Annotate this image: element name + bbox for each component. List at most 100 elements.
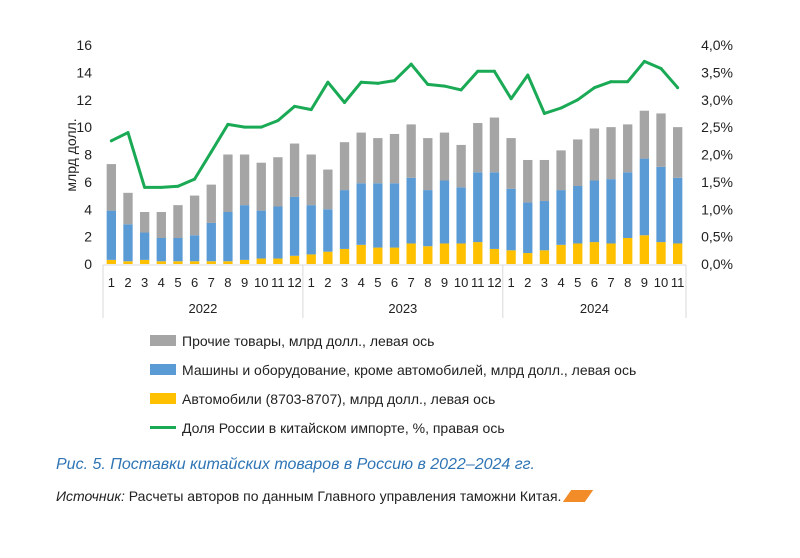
bar-segment-other xyxy=(639,110,650,159)
bar-segment-cars xyxy=(673,243,683,264)
legend-label-machinery: Машины и оборудование, кроме автомобилей… xyxy=(182,361,637,378)
bar-segment-other xyxy=(523,159,533,203)
y-right-tick-label: 4,0% xyxy=(701,37,733,53)
year-label: 2024 xyxy=(580,301,609,316)
bar-segment-other xyxy=(256,162,266,211)
legend-item-share: Доля России в китайском импорте, %, прав… xyxy=(150,413,636,442)
share-point xyxy=(243,125,247,129)
y-right-tick-label: 0,0% xyxy=(701,256,733,272)
x-tick-label: 2 xyxy=(324,275,331,290)
year-label: 2022 xyxy=(188,301,217,316)
bar-segment-cars xyxy=(173,261,183,264)
bar-segment-machinery xyxy=(223,211,233,262)
share-point xyxy=(409,62,413,66)
bar-segment-other xyxy=(273,157,283,207)
bar-segment-other xyxy=(156,211,166,238)
bar-segment-other xyxy=(556,150,566,191)
bar-segment-cars xyxy=(573,243,583,264)
bar-segment-cars xyxy=(139,259,150,264)
x-tick-label: 12 xyxy=(487,275,501,290)
bar-segment-other xyxy=(173,205,183,238)
share-point xyxy=(642,59,646,63)
y-left-tick-label: 6 xyxy=(84,174,92,190)
bar-segment-machinery xyxy=(656,166,666,243)
x-tick-label: 10 xyxy=(454,275,468,290)
bar-segment-machinery xyxy=(373,183,383,248)
bar-segment-machinery xyxy=(623,172,633,238)
x-tick-label: 9 xyxy=(441,275,448,290)
bar-segment-machinery xyxy=(606,179,616,244)
share-point xyxy=(609,80,613,84)
bar-segment-other xyxy=(373,138,383,184)
bar-segment-cars xyxy=(456,243,466,264)
legend-swatch-cars xyxy=(150,393,176,404)
bar-segment-other xyxy=(206,184,216,223)
bar-segment-machinery xyxy=(673,177,683,244)
x-tick-label: 1 xyxy=(108,275,115,290)
figure-caption: Рис. 5. Поставки китайских товаров в Рос… xyxy=(56,456,535,473)
x-tick-label: 6 xyxy=(591,275,598,290)
legend-swatch-other xyxy=(150,335,176,346)
share-point xyxy=(459,88,463,92)
bar-segment-machinery xyxy=(406,177,416,244)
y-left-tick-label: 0 xyxy=(84,256,92,272)
bar-segment-other xyxy=(656,113,666,167)
x-tick-label: 8 xyxy=(224,275,231,290)
x-tick-label: 5 xyxy=(174,275,181,290)
bar-segment-cars xyxy=(239,259,250,264)
bar-segment-cars xyxy=(556,244,566,264)
bar-segment-machinery xyxy=(456,187,466,244)
bar-segment-other xyxy=(606,127,616,180)
bar-segment-other xyxy=(489,117,500,173)
y-right-tick-label: 1,0% xyxy=(701,201,733,217)
y-right-tick-label: 2,0% xyxy=(701,147,733,163)
x-tick-label: 8 xyxy=(624,275,631,290)
bar-segment-machinery xyxy=(339,190,350,249)
bar-segment-cars xyxy=(523,253,533,264)
bar-segment-machinery xyxy=(139,232,150,260)
share-point xyxy=(293,104,297,108)
share-point xyxy=(309,108,313,112)
y-left-tick-label: 16 xyxy=(76,37,92,53)
bar-segment-other xyxy=(573,139,583,186)
bar-segment-cars xyxy=(623,237,633,264)
share-point xyxy=(226,122,230,126)
share-point xyxy=(592,86,596,90)
bar-segment-cars xyxy=(406,243,416,264)
share-point xyxy=(659,67,663,71)
x-tick-label: 7 xyxy=(607,275,614,290)
bar-segment-cars xyxy=(306,254,316,264)
bar-segment-other xyxy=(506,138,516,189)
x-tick-label: 1 xyxy=(308,275,315,290)
x-tick-label: 1 xyxy=(507,275,514,290)
x-tick-label: 5 xyxy=(374,275,381,290)
bar-segment-machinery xyxy=(173,237,183,262)
source-label: Источник: xyxy=(56,488,125,504)
bar-segment-cars xyxy=(206,261,216,264)
x-tick-label: 11 xyxy=(271,275,285,290)
year-label: 2023 xyxy=(388,301,417,316)
bar-segment-cars xyxy=(606,243,616,264)
bar-segment-machinery xyxy=(556,190,566,245)
legend-label-share: Доля России в китайском импорте, %, прав… xyxy=(182,419,505,436)
bar-segment-other xyxy=(456,144,466,188)
legend-label-cars: Автомобили (8703-8707), млрд долл., лева… xyxy=(182,390,496,407)
bar-segment-cars xyxy=(106,259,116,264)
x-tick-label: 3 xyxy=(341,275,348,290)
bar-segment-other xyxy=(306,154,316,206)
bar-segment-machinery xyxy=(156,237,166,262)
y-right-tick-label: 2,5% xyxy=(701,119,733,135)
share-point xyxy=(426,82,430,86)
y-left-axis-label: млрд долл. xyxy=(63,118,79,191)
share-point xyxy=(559,106,563,110)
share-point xyxy=(143,185,147,189)
bar-segment-cars xyxy=(289,255,300,264)
bar-segment-other xyxy=(389,133,400,184)
share-point xyxy=(526,73,530,77)
bar-segment-cars xyxy=(489,248,500,264)
bar-segment-cars xyxy=(356,244,366,264)
bar-segment-cars xyxy=(223,261,233,264)
share-point xyxy=(176,184,180,188)
x-tick-label: 6 xyxy=(391,275,398,290)
share-point xyxy=(393,79,396,83)
